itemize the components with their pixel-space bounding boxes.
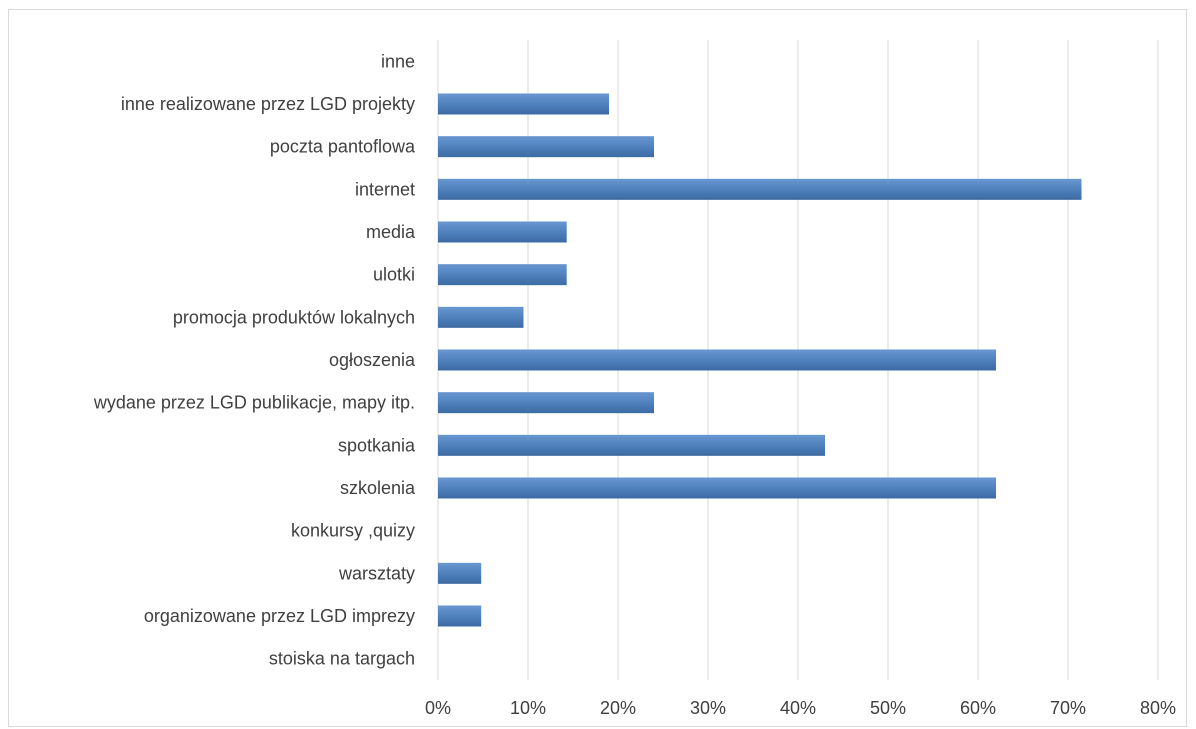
x-tick-label: 20% — [600, 698, 636, 718]
category-label: konkursy ,quizy — [291, 521, 415, 541]
category-label: warsztaty — [338, 563, 415, 583]
bar — [438, 434, 825, 456]
category-label: spotkania — [338, 435, 416, 455]
x-tick-label: 0% — [425, 698, 451, 718]
bar — [438, 221, 567, 243]
bar — [438, 93, 609, 115]
category-labels: inne inne realizowane przez LGD projekty p… — [93, 51, 416, 668]
category-label: stoiska na targach — [269, 649, 415, 669]
category-label: szkolenia — [340, 478, 416, 498]
x-tick-label: 80% — [1140, 698, 1176, 718]
x-tick-label: 70% — [1050, 698, 1086, 718]
x-tick-label: 50% — [870, 698, 906, 718]
bar — [438, 392, 654, 414]
category-label: poczta pantoflowa — [270, 137, 416, 157]
bar — [438, 605, 482, 627]
bar — [438, 562, 482, 584]
category-label: promocja produktów lokalnych — [173, 307, 415, 327]
category-label: wydane przez LGD publikacje, mapy itp. — [93, 393, 415, 413]
category-label: ogłoszenia — [329, 350, 416, 370]
category-label: ulotki — [373, 265, 415, 285]
bar — [438, 477, 996, 499]
category-label: media — [366, 222, 416, 242]
bar — [438, 136, 654, 158]
x-tick-label: 30% — [690, 698, 726, 718]
x-tick-label: 10% — [510, 698, 546, 718]
x-tick-label: 40% — [780, 698, 816, 718]
bar — [438, 264, 567, 286]
bar — [438, 306, 524, 328]
bars — [438, 93, 1082, 627]
category-label: internet — [355, 179, 415, 199]
x-tick-label: 60% — [960, 698, 996, 718]
category-label: inne realizowane przez LGD projekty — [121, 94, 415, 114]
bar — [438, 178, 1082, 200]
bar — [438, 349, 996, 371]
category-label: organizowane przez LGD imprezy — [144, 606, 415, 626]
x-axis-tick-labels: 0% 10% 20% 30% 40% 50% 60% 70% 80% — [425, 698, 1176, 718]
category-label: inne — [381, 51, 415, 71]
